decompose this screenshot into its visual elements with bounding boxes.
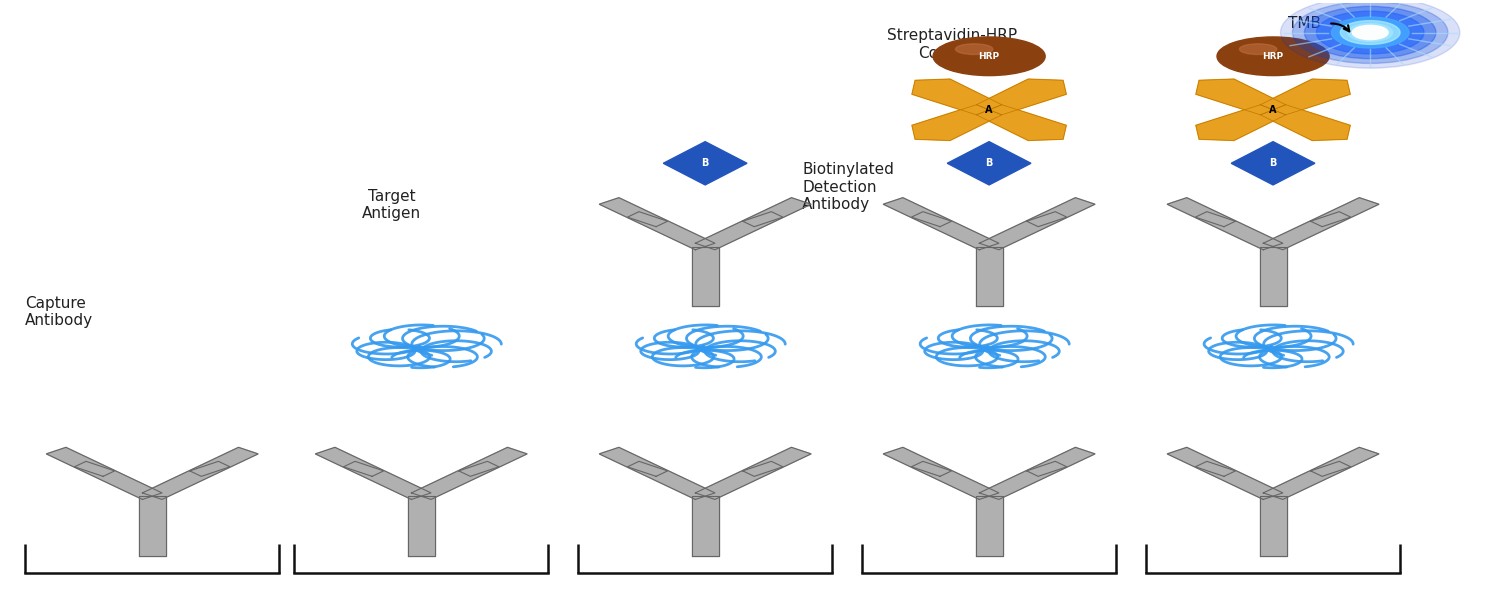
Polygon shape bbox=[696, 448, 812, 499]
Polygon shape bbox=[1196, 461, 1236, 476]
Polygon shape bbox=[912, 105, 1002, 140]
Polygon shape bbox=[884, 197, 999, 250]
Polygon shape bbox=[976, 79, 1066, 115]
Polygon shape bbox=[408, 496, 435, 556]
Polygon shape bbox=[459, 461, 500, 476]
Polygon shape bbox=[1196, 212, 1236, 227]
Circle shape bbox=[1348, 23, 1392, 41]
Text: HRP: HRP bbox=[1263, 52, 1284, 61]
Ellipse shape bbox=[1239, 44, 1276, 55]
Polygon shape bbox=[663, 142, 747, 185]
Polygon shape bbox=[600, 197, 716, 250]
Polygon shape bbox=[884, 448, 999, 499]
Text: Streptavidin-HRP
Complex: Streptavidin-HRP Complex bbox=[886, 28, 1017, 61]
Polygon shape bbox=[627, 212, 668, 227]
Text: B: B bbox=[986, 158, 993, 168]
Polygon shape bbox=[75, 461, 114, 476]
Polygon shape bbox=[912, 212, 951, 227]
Polygon shape bbox=[1167, 448, 1282, 499]
Polygon shape bbox=[742, 461, 783, 476]
Polygon shape bbox=[1232, 142, 1316, 185]
Text: A: A bbox=[986, 105, 993, 115]
Ellipse shape bbox=[956, 44, 993, 55]
Circle shape bbox=[1317, 11, 1424, 54]
Polygon shape bbox=[912, 461, 951, 476]
Polygon shape bbox=[1311, 461, 1352, 476]
Polygon shape bbox=[912, 79, 1002, 115]
Polygon shape bbox=[1263, 448, 1378, 499]
Ellipse shape bbox=[1216, 37, 1329, 76]
Polygon shape bbox=[46, 448, 162, 499]
Text: A: A bbox=[1269, 105, 1276, 115]
Polygon shape bbox=[1311, 212, 1352, 227]
Polygon shape bbox=[980, 448, 1095, 499]
Text: TMB: TMB bbox=[1288, 16, 1322, 31]
Polygon shape bbox=[627, 461, 668, 476]
Circle shape bbox=[1332, 17, 1408, 48]
Polygon shape bbox=[1260, 496, 1287, 556]
Polygon shape bbox=[1260, 247, 1287, 306]
Polygon shape bbox=[980, 197, 1095, 250]
Polygon shape bbox=[600, 448, 716, 499]
Polygon shape bbox=[315, 448, 430, 499]
Circle shape bbox=[1281, 0, 1460, 68]
Text: Capture
Antibody: Capture Antibody bbox=[26, 296, 93, 328]
Polygon shape bbox=[1196, 105, 1286, 140]
Polygon shape bbox=[692, 247, 718, 306]
Polygon shape bbox=[975, 496, 1002, 556]
Polygon shape bbox=[190, 461, 230, 476]
Polygon shape bbox=[142, 448, 258, 499]
Polygon shape bbox=[975, 247, 1002, 306]
Circle shape bbox=[1341, 20, 1400, 44]
Polygon shape bbox=[742, 212, 783, 227]
Text: HRP: HRP bbox=[978, 52, 999, 61]
Polygon shape bbox=[1026, 461, 1066, 476]
Circle shape bbox=[1293, 2, 1448, 64]
Polygon shape bbox=[1260, 79, 1350, 115]
Polygon shape bbox=[976, 105, 1066, 140]
Polygon shape bbox=[411, 448, 526, 499]
Polygon shape bbox=[1026, 212, 1066, 227]
Text: Biotinylated
Detection
Antibody: Biotinylated Detection Antibody bbox=[802, 162, 894, 212]
Circle shape bbox=[1305, 7, 1436, 59]
Polygon shape bbox=[696, 197, 812, 250]
Circle shape bbox=[1353, 25, 1388, 40]
Polygon shape bbox=[1263, 197, 1378, 250]
Polygon shape bbox=[140, 496, 165, 556]
Polygon shape bbox=[344, 461, 384, 476]
Polygon shape bbox=[1196, 79, 1286, 115]
Polygon shape bbox=[692, 496, 718, 556]
Text: Target
Antigen: Target Antigen bbox=[362, 188, 422, 221]
Polygon shape bbox=[1260, 105, 1350, 140]
Polygon shape bbox=[948, 142, 1030, 185]
Polygon shape bbox=[1167, 197, 1282, 250]
Text: B: B bbox=[1269, 158, 1276, 168]
Text: B: B bbox=[702, 158, 709, 168]
Ellipse shape bbox=[933, 37, 1046, 76]
